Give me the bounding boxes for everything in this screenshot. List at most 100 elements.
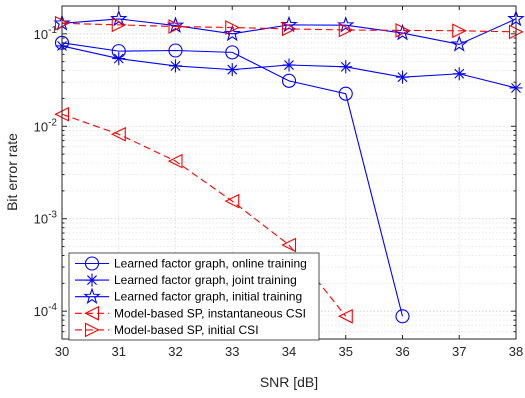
y-tick-label: 10-3: [34, 210, 58, 227]
asterisk-marker: [112, 52, 126, 66]
data-point: [395, 22, 411, 38]
pentagram-marker: [450, 35, 468, 52]
data-point: [169, 59, 182, 73]
legend-box: [68, 252, 320, 341]
pentagram-marker: [166, 16, 185, 33]
series-layer: [53, 9, 525, 324]
data-point: [396, 70, 409, 84]
data-point: [112, 52, 126, 66]
series-line: [61, 42, 404, 317]
triangle-left-marker: [84, 305, 100, 321]
series-2: [55, 39, 523, 95]
legend-entry: Model-based SP, initial CSI: [75, 322, 259, 338]
asterisk-stroke: [340, 61, 351, 72]
triangle-right-marker: [395, 22, 411, 38]
data-point: [450, 35, 468, 52]
legend-label: Model-based SP, instantaneous CSI: [114, 306, 306, 320]
data-point: [452, 67, 466, 81]
circle-marker: [225, 45, 240, 60]
data-point: [339, 60, 353, 74]
data-point: [225, 20, 240, 35]
data-point: [224, 193, 240, 209]
legend-label: Learned factor graph, initial training: [114, 290, 302, 304]
data-point: [338, 86, 353, 101]
circle-marker: [395, 309, 410, 324]
data-point: [395, 309, 410, 324]
data-point: [452, 23, 467, 39]
triangle-left-marker: [281, 237, 297, 253]
triangle-left-marker: [224, 193, 240, 209]
legend-entry: Learned factor graph, joint training: [75, 273, 297, 287]
x-tick-label: 33: [225, 344, 239, 359]
asterisk-marker: [396, 70, 409, 84]
x-tick-label: 37: [452, 344, 466, 359]
x-tick-label: 30: [55, 344, 69, 359]
legend-entry: Learned factor graph, initial training: [75, 287, 302, 305]
data-point: [223, 24, 241, 42]
legend-entry: Learned factor graph, online training: [75, 256, 307, 271]
data-point: [225, 45, 240, 60]
data-point: [166, 16, 185, 33]
triangle-left-marker: [338, 308, 353, 324]
asterisk-marker: [282, 58, 296, 72]
x-tick-label: 31: [112, 344, 126, 359]
data-point: [225, 63, 239, 77]
pentagram-marker: [83, 287, 101, 305]
data-point: [111, 126, 126, 142]
pentagram-marker: [223, 24, 241, 42]
data-point: [167, 153, 183, 169]
y-tick-label: 10-1: [34, 25, 58, 42]
data-point: [281, 21, 297, 37]
ticks: [61, 5, 517, 340]
legend: Learned factor graph, online training Lea…: [68, 252, 320, 341]
asterisk-marker: [85, 273, 99, 287]
asterisk-stroke: [87, 275, 97, 286]
data-point: [281, 237, 297, 253]
asterisk-marker: [452, 67, 466, 81]
triangle-right-marker: [338, 22, 354, 38]
legend-entry: Model-based SP, instantaneous CSI: [75, 305, 306, 321]
y-tick-labels: 10-1 10-2 10-3 10-4: [34, 25, 58, 319]
data-point: [281, 73, 297, 88]
data-point: [168, 19, 184, 34]
asterisk-marker: [169, 59, 182, 73]
x-tick-label: 34: [282, 344, 296, 359]
x-tick-label: 38: [509, 344, 523, 359]
series-line: [61, 18, 517, 45]
data-point: [337, 16, 355, 33]
x-tick-label: 35: [339, 344, 353, 359]
circle-marker: [338, 86, 353, 101]
triangle-left-marker: [167, 153, 183, 169]
asterisk-stroke: [113, 53, 124, 64]
triangle-right-marker: [84, 322, 100, 338]
triangle-right-marker: [225, 20, 240, 35]
data-point: [282, 58, 296, 72]
legend-label: Model-based SP, initial CSI: [114, 323, 259, 337]
x-axis-label: SNR [dB]: [260, 374, 318, 390]
circle-marker: [84, 256, 100, 271]
y-tick-label: 10-4: [34, 302, 58, 319]
asterisk-stroke: [454, 68, 465, 79]
asterisk-marker: [339, 60, 353, 74]
legend-label: Learned factor graph, joint training: [114, 273, 297, 287]
data-point: [111, 17, 127, 33]
circle-marker: [281, 73, 297, 88]
y-axis-label: Bit error rate: [4, 133, 20, 211]
triangle-right-marker: [168, 19, 184, 34]
asterisk-stroke: [397, 72, 408, 83]
y-tick-label: 10-2: [34, 117, 58, 134]
asterisk-stroke: [284, 60, 294, 70]
grid: [61, 5, 517, 340]
triangle-left-marker: [111, 126, 126, 142]
circle-marker: [168, 43, 183, 58]
x-tick-labels: 30 31 32 33 34 35 36 37 38: [55, 344, 523, 359]
legend-label: Learned factor graph, online training: [114, 257, 307, 271]
triangle-right-marker: [111, 17, 127, 33]
data-point: [338, 22, 354, 38]
data-point: [168, 43, 183, 58]
data-point: [338, 308, 353, 324]
pentagram-marker: [337, 16, 355, 33]
series-1: [54, 35, 410, 324]
triangle-right-marker: [452, 23, 467, 39]
